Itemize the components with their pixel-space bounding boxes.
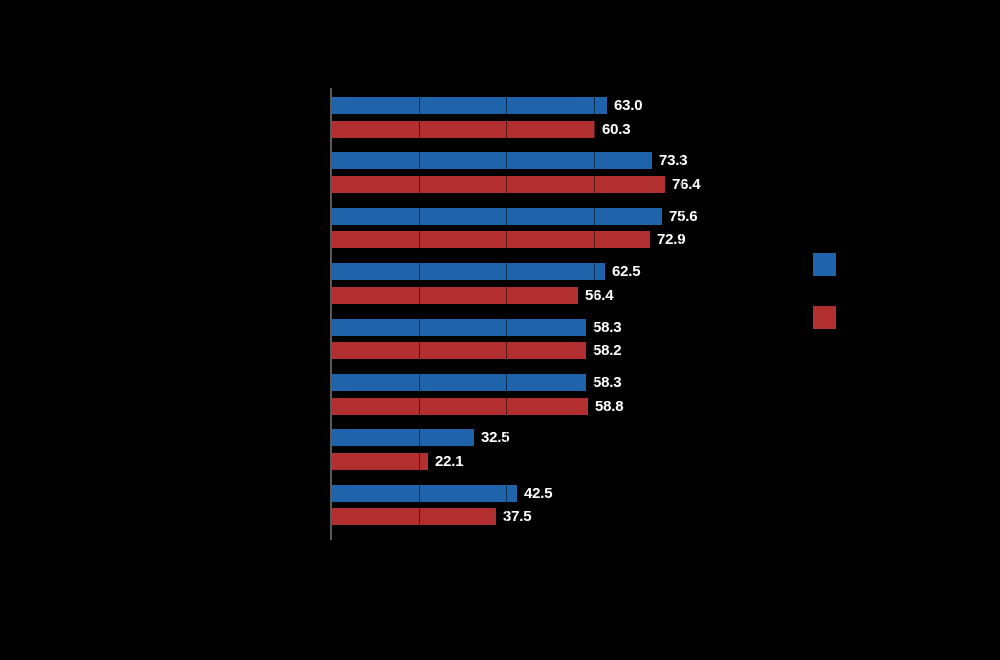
bar-series-2-group-5 [332, 342, 586, 359]
value-label-series-1-group-6: 58.3 [593, 374, 622, 391]
value-label-series-2-group-5: 58.2 [593, 342, 622, 359]
bar-series-1-group-1 [332, 97, 607, 114]
value-label-series-2-group-2: 76.4 [672, 176, 701, 193]
legend-item-series-1 [813, 253, 844, 276]
value-label-series-1-group-2: 73.3 [659, 152, 688, 169]
bar-series-1-group-4 [332, 263, 605, 280]
gridline-20 [419, 88, 420, 540]
bar-series-2-group-8 [332, 508, 496, 525]
bar-series-1-group-7 [332, 429, 474, 446]
value-label-series-2-group-1: 60.3 [602, 121, 631, 138]
bar-series-1-group-2 [332, 152, 652, 169]
bar-series-2-group-7 [332, 453, 428, 470]
bar-series-1-group-5 [332, 319, 586, 336]
legend-swatch-series-1 [813, 253, 836, 276]
gridline-80 [681, 88, 682, 540]
value-label-series-2-group-4: 56.4 [585, 287, 614, 304]
value-label-series-2-group-8: 37.5 [503, 508, 532, 525]
bar-series-1-group-6 [332, 374, 586, 391]
value-label-series-1-group-3: 75.6 [669, 208, 698, 225]
value-label-series-1-group-7: 32.5 [481, 429, 510, 446]
value-label-series-2-group-3: 72.9 [657, 231, 686, 248]
bar-series-2-group-4 [332, 287, 578, 304]
value-label-series-2-group-7: 22.1 [435, 453, 464, 470]
bar-series-1-group-3 [332, 208, 662, 225]
bar-series-2-group-2 [332, 176, 665, 193]
value-label-series-1-group-8: 42.5 [524, 485, 553, 502]
bar-series-1-group-8 [332, 485, 517, 502]
legend-item-series-2 [813, 306, 844, 329]
legend-swatch-series-2 [813, 306, 836, 329]
value-label-series-2-group-6: 58.8 [595, 398, 624, 415]
gridline-60 [594, 88, 595, 540]
value-label-series-1-group-1: 63.0 [614, 97, 643, 114]
bar-series-2-group-1 [332, 121, 595, 138]
y-axis-line [330, 88, 332, 540]
bar-series-2-group-3 [332, 231, 650, 248]
gridline-40 [506, 88, 507, 540]
value-label-series-1-group-4: 62.5 [612, 263, 641, 280]
bar-series-2-group-6 [332, 398, 588, 415]
value-label-series-1-group-5: 58.3 [593, 319, 622, 336]
